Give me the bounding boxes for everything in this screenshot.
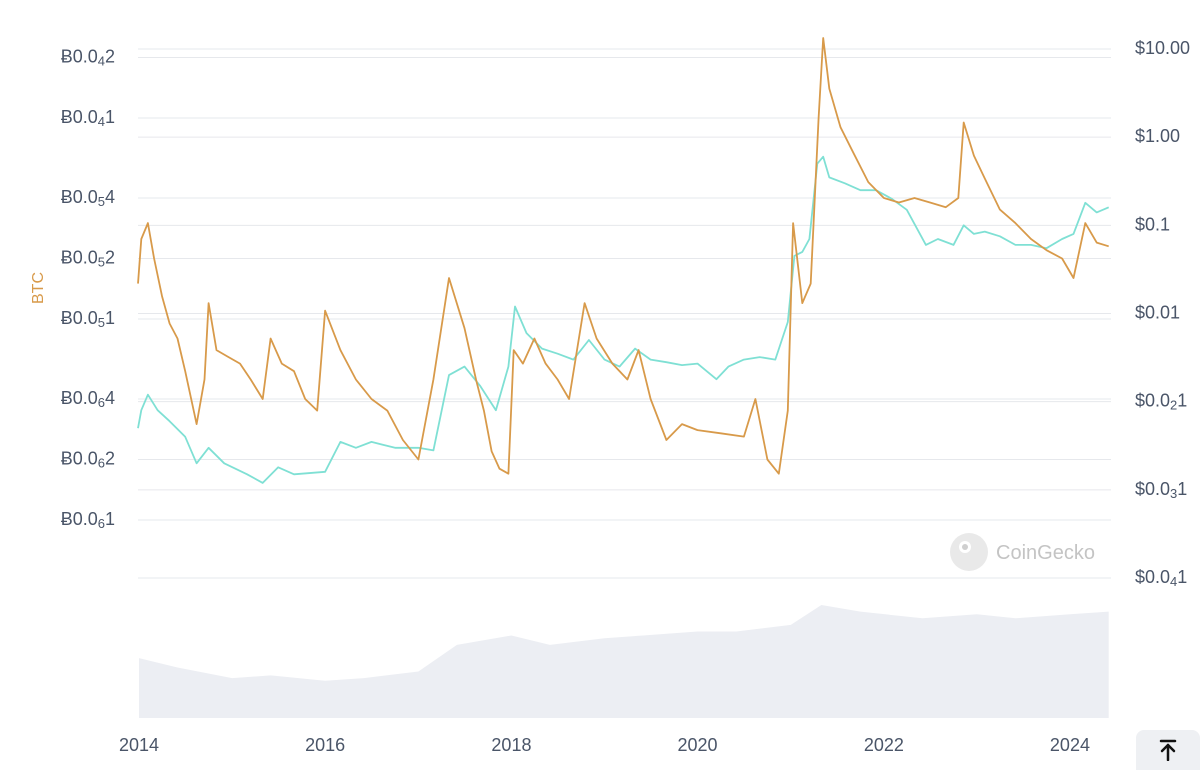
x-tick-2022: 2022 [864, 735, 904, 755]
y-right-tick-6: $0.041 [1135, 567, 1187, 590]
volume-area [139, 605, 1109, 718]
y-right-tick-1: $1.00 [1135, 126, 1180, 146]
btc-price-line [137, 37, 1109, 475]
coingecko-logo-icon [950, 533, 988, 571]
coingecko-logo-pupil [962, 544, 968, 550]
y-left-tick-7: Ƀ0.061 [61, 509, 115, 532]
scroll-to-top-button[interactable] [1136, 730, 1200, 770]
y-left-tick-0: Ƀ0.042 [61, 46, 115, 69]
usd-price-line [137, 155, 1110, 484]
arrow-up-to-line-icon [1159, 739, 1177, 761]
y-right-tick-3: $0.01 [1135, 302, 1180, 322]
y-left-tick-1: Ƀ0.041 [61, 107, 115, 130]
y-right-tick-0: $10.00 [1135, 38, 1190, 58]
x-tick-2020: 2020 [678, 735, 718, 755]
series-lines [137, 37, 1110, 484]
x-tick-2014: 2014 [119, 735, 159, 755]
y-right-tick-4: $0.021 [1135, 390, 1187, 413]
y-left-tick-3: Ƀ0.052 [61, 247, 115, 270]
coingecko-watermark: CoinGecko [950, 533, 1095, 571]
coingecko-watermark-text: CoinGecko [996, 542, 1095, 564]
y-axis-left: Ƀ0.042 Ƀ0.041 Ƀ0.054 Ƀ0.052 Ƀ0.051 Ƀ0.064 Ƀ0.0… [61, 46, 115, 531]
x-axis: 2014 2016 2018 2020 2022 2024 [119, 735, 1090, 755]
y-axis-right: $10.00 $1.00 $0.1 $0.01 $0.021 $0.031 $0.041 [1135, 38, 1190, 590]
y-right-tick-5: $0.031 [1135, 479, 1187, 502]
x-tick-2018: 2018 [491, 735, 531, 755]
grid-lines [138, 48, 1111, 579]
y-left-tick-4: Ƀ0.051 [61, 308, 115, 331]
volume-area-path [139, 605, 1109, 718]
y-left-tick-2: Ƀ0.054 [61, 187, 115, 210]
y-axis-left-label: BTC [30, 272, 47, 304]
x-tick-2024: 2024 [1050, 735, 1090, 755]
y-right-tick-2: $0.1 [1135, 214, 1170, 234]
x-tick-2016: 2016 [305, 735, 345, 755]
y-left-tick-5: Ƀ0.064 [61, 388, 115, 411]
y-left-tick-6: Ƀ0.062 [61, 448, 115, 471]
